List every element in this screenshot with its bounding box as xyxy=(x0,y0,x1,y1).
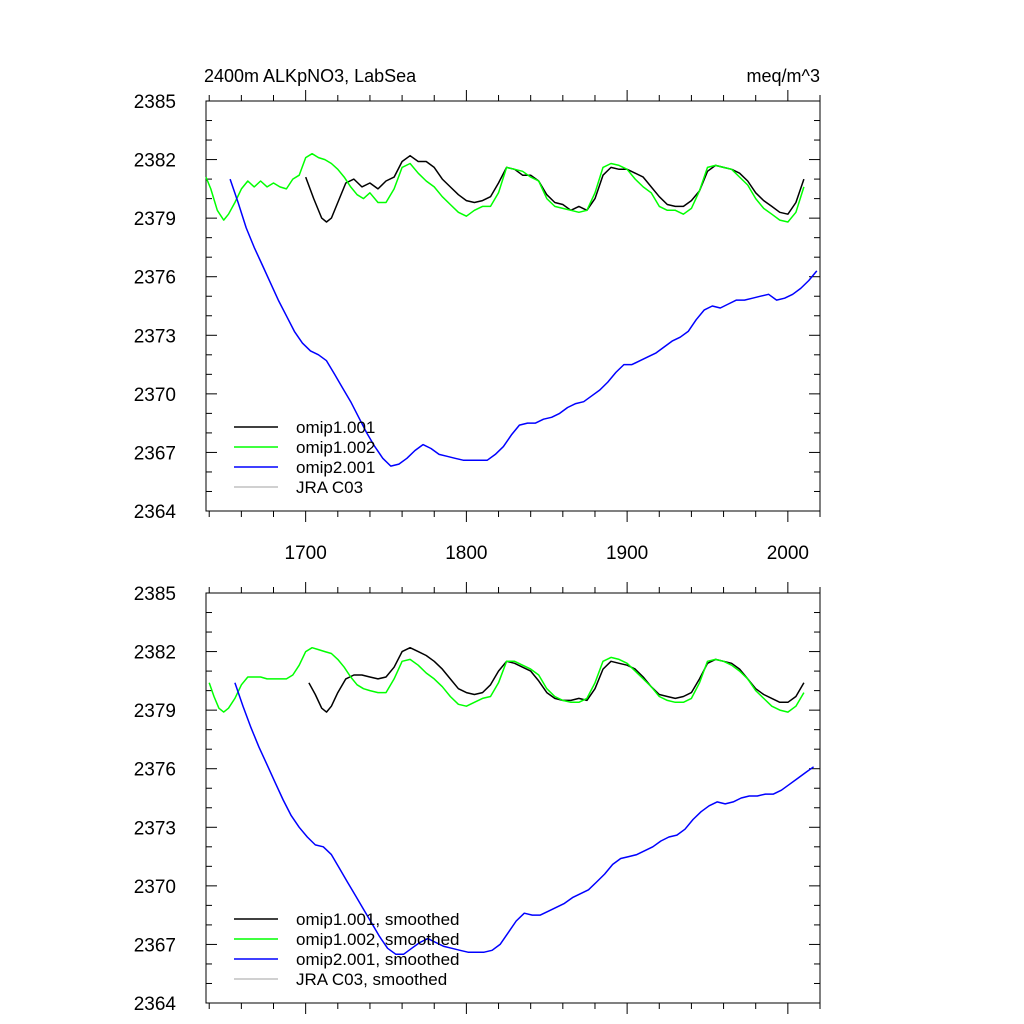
plot-frame xyxy=(205,100,821,512)
x-tick-label: 1700 xyxy=(285,543,327,564)
series-line-0 xyxy=(304,154,805,223)
y-tick-label: 2367 xyxy=(134,443,176,464)
y-tick-label: 2379 xyxy=(134,209,176,230)
y-tick-label: 2385 xyxy=(134,584,176,605)
y-tick-label: 2370 xyxy=(134,385,176,406)
y-tick-label: 2364 xyxy=(134,502,177,523)
legend-label: JRA C03 xyxy=(296,478,363,497)
series-line-2 xyxy=(229,178,818,467)
y-tick-label: 2370 xyxy=(134,877,176,898)
y-tick-label: 2367 xyxy=(134,935,176,956)
y-tick-label: 2376 xyxy=(134,268,176,289)
y-tick-label: 2382 xyxy=(134,151,176,172)
plot-frame xyxy=(205,592,821,1004)
legend-label: omip2.001, smoothed xyxy=(296,950,460,969)
y-tick-label: 2385 xyxy=(134,92,176,113)
legend-label: omip1.001 xyxy=(296,418,375,437)
y-tick-label: 2379 xyxy=(134,701,176,722)
y-tick-label: 2364 xyxy=(134,994,177,1015)
series-line-0 xyxy=(308,646,805,713)
legend-label: omip1.001, smoothed xyxy=(296,910,460,929)
y-tick-label: 2373 xyxy=(134,326,176,347)
y-tick-label: 2373 xyxy=(134,818,176,839)
top-panel: 2364 2367 2370 2373 2376 2379 2382 2385 1700 1800… xyxy=(134,90,821,564)
legend-label: JRA C03, smoothed xyxy=(296,970,447,989)
y-tick-label: 2376 xyxy=(134,760,176,781)
series-line-1 xyxy=(208,646,805,713)
chart-units: meq/m^3 xyxy=(747,66,820,86)
legend-label: omip1.002 xyxy=(296,438,375,457)
x-tick-label: 2000 xyxy=(767,543,809,564)
y-tick-label: 2382 xyxy=(134,643,176,664)
bottom-panel: 2364 2367 2370 2373 2376 2379 2382 2385 omip1.00… xyxy=(134,582,821,1015)
series-line-2 xyxy=(234,682,815,955)
x-tick-label: 1900 xyxy=(606,543,648,564)
x-tick-label: 1800 xyxy=(445,543,487,564)
legend-label: omip1.002, smoothed xyxy=(296,930,460,949)
series-line-1 xyxy=(205,152,805,223)
legend-label: omip2.001 xyxy=(296,458,375,477)
chart-title: 2400m ALKpNO3, LabSea xyxy=(204,66,417,86)
